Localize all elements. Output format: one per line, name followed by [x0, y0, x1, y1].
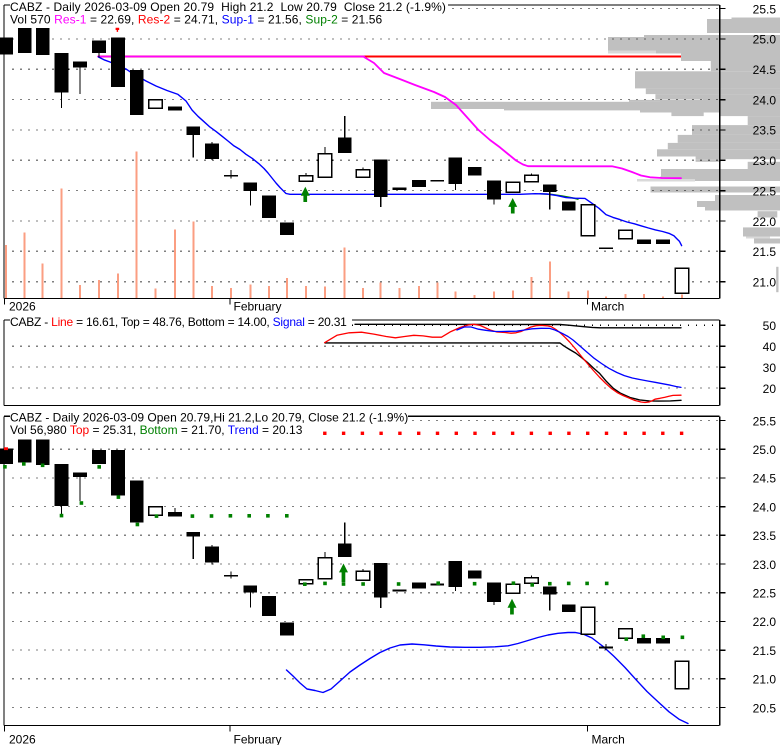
svg-text:24.5: 24.5 [753, 63, 777, 77]
svg-text:CABZ - Line = 16.61, Top = 48.: CABZ - Line = 16.61, Top = 48.76, Bottom… [10, 315, 347, 329]
svg-text:22.5: 22.5 [753, 587, 777, 601]
svg-text:21.0: 21.0 [753, 673, 777, 687]
svg-text:22.0: 22.0 [753, 215, 777, 229]
svg-text:30: 30 [763, 361, 777, 375]
svg-text:March: March [592, 733, 625, 745]
svg-text:Vol 56,980 Top = 25.31, Bottom: Vol 56,980 Top = 25.31, Bottom = 21.70, … [10, 423, 303, 437]
svg-text:22.5: 22.5 [753, 184, 777, 198]
svg-text:21.5: 21.5 [753, 644, 777, 658]
svg-text:Vol 570 Res-1 = 22.69, Res-2 =: Vol 570 Res-1 = 22.69, Res-2 = 24.71, Su… [10, 13, 383, 27]
svg-text:40: 40 [763, 340, 777, 354]
svg-text:February: February [234, 733, 282, 745]
svg-text:CABZ - Daily 2026-03-09 Open 2: CABZ - Daily 2026-03-09 Open 20.79,Hi 21… [10, 411, 408, 425]
svg-text:20: 20 [763, 382, 777, 396]
svg-text:21.0: 21.0 [753, 276, 777, 290]
svg-text:24.0: 24.0 [753, 500, 777, 514]
svg-text:23.5: 23.5 [753, 529, 777, 543]
svg-text:24.5: 24.5 [753, 472, 777, 486]
svg-text:March: March [591, 300, 624, 314]
svg-text:23.5: 23.5 [753, 124, 777, 138]
svg-text:21.5: 21.5 [753, 245, 777, 259]
svg-text:CABZ - Daily 2026-03-09 Open 2: CABZ - Daily 2026-03-09 Open 20.79 High … [10, 0, 446, 14]
svg-text:2026: 2026 [9, 300, 36, 314]
svg-text:50: 50 [763, 319, 777, 333]
svg-text:25.0: 25.0 [753, 443, 777, 457]
svg-text:25.0: 25.0 [753, 33, 777, 47]
svg-text:25.5: 25.5 [753, 414, 777, 428]
svg-text:25.5: 25.5 [753, 2, 777, 16]
svg-text:23.0: 23.0 [753, 154, 777, 168]
svg-text:24.0: 24.0 [753, 93, 777, 107]
svg-text:2026: 2026 [9, 733, 36, 745]
svg-text:23.0: 23.0 [753, 558, 777, 572]
svg-text:February: February [234, 300, 282, 314]
svg-text:22.0: 22.0 [753, 615, 777, 629]
svg-text:20.5: 20.5 [753, 701, 777, 715]
